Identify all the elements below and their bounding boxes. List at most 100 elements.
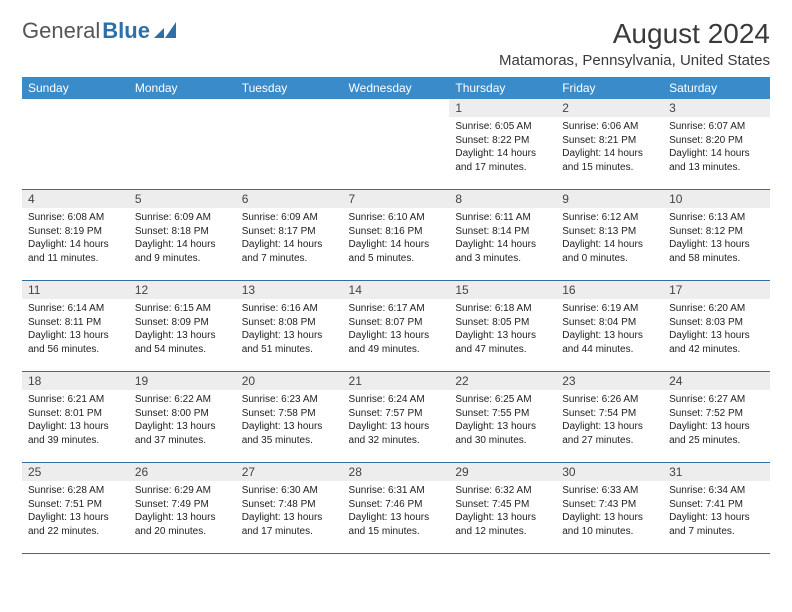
day-body: Sunrise: 6:28 AMSunset: 7:51 PMDaylight:… (22, 481, 129, 544)
day-number: 19 (129, 372, 236, 390)
day-body: Sunrise: 6:10 AMSunset: 8:16 PMDaylight:… (343, 208, 450, 271)
day-body: Sunrise: 6:26 AMSunset: 7:54 PMDaylight:… (556, 390, 663, 453)
day-body: Sunrise: 6:12 AMSunset: 8:13 PMDaylight:… (556, 208, 663, 271)
sunrise-line: Sunrise: 6:20 AM (669, 302, 764, 316)
sunrise-line: Sunrise: 6:27 AM (669, 393, 764, 407)
sunset-line: Sunset: 7:57 PM (349, 407, 444, 421)
day-number: 23 (556, 372, 663, 390)
day-number: 6 (236, 190, 343, 208)
daylight-line: Daylight: 13 hours and 32 minutes. (349, 420, 444, 447)
calendar-cell: 15Sunrise: 6:18 AMSunset: 8:05 PMDayligh… (449, 281, 556, 372)
day-body: Sunrise: 6:22 AMSunset: 8:00 PMDaylight:… (129, 390, 236, 453)
sunset-line: Sunset: 7:58 PM (242, 407, 337, 421)
day-header: Tuesday (236, 77, 343, 99)
day-body: Sunrise: 6:09 AMSunset: 8:17 PMDaylight:… (236, 208, 343, 271)
header-bar: GeneralBlue August 2024 Matamoras, Penns… (22, 18, 770, 69)
daylight-line: Daylight: 14 hours and 11 minutes. (28, 238, 123, 265)
sunrise-line: Sunrise: 6:31 AM (349, 484, 444, 498)
day-body: Sunrise: 6:18 AMSunset: 8:05 PMDaylight:… (449, 299, 556, 362)
day-number: 22 (449, 372, 556, 390)
daylight-line: Daylight: 13 hours and 51 minutes. (242, 329, 337, 356)
calendar-cell: 20Sunrise: 6:23 AMSunset: 7:58 PMDayligh… (236, 372, 343, 463)
day-number: 11 (22, 281, 129, 299)
sunset-line: Sunset: 8:09 PM (135, 316, 230, 330)
daylight-line: Daylight: 13 hours and 17 minutes. (242, 511, 337, 538)
sunrise-line: Sunrise: 6:08 AM (28, 211, 123, 225)
brand-mark-icon (154, 18, 176, 44)
sunset-line: Sunset: 7:41 PM (669, 498, 764, 512)
calendar-body: 1Sunrise: 6:05 AMSunset: 8:22 PMDaylight… (22, 99, 770, 554)
day-number: 26 (129, 463, 236, 481)
calendar-cell: 10Sunrise: 6:13 AMSunset: 8:12 PMDayligh… (663, 190, 770, 281)
day-body: Sunrise: 6:17 AMSunset: 8:07 PMDaylight:… (343, 299, 450, 362)
daylight-line: Daylight: 13 hours and 30 minutes. (455, 420, 550, 447)
day-number: 30 (556, 463, 663, 481)
daylight-line: Daylight: 13 hours and 15 minutes. (349, 511, 444, 538)
daylight-line: Daylight: 13 hours and 10 minutes. (562, 511, 657, 538)
sunset-line: Sunset: 8:16 PM (349, 225, 444, 239)
calendar-cell: 21Sunrise: 6:24 AMSunset: 7:57 PMDayligh… (343, 372, 450, 463)
calendar-cell: 11Sunrise: 6:14 AMSunset: 8:11 PMDayligh… (22, 281, 129, 372)
sunrise-line: Sunrise: 6:23 AM (242, 393, 337, 407)
day-number: 28 (343, 463, 450, 481)
daylight-line: Daylight: 14 hours and 5 minutes. (349, 238, 444, 265)
location-line: Matamoras, Pennsylvania, United States (499, 52, 770, 69)
brand-logo: GeneralBlue (22, 18, 176, 44)
day-number: 10 (663, 190, 770, 208)
day-body: Sunrise: 6:31 AMSunset: 7:46 PMDaylight:… (343, 481, 450, 544)
day-number: 1 (449, 99, 556, 117)
day-number: 25 (22, 463, 129, 481)
calendar-cell: 28Sunrise: 6:31 AMSunset: 7:46 PMDayligh… (343, 463, 450, 554)
day-number: 21 (343, 372, 450, 390)
day-header: Saturday (663, 77, 770, 99)
day-number: 5 (129, 190, 236, 208)
sunrise-line: Sunrise: 6:34 AM (669, 484, 764, 498)
sunrise-line: Sunrise: 6:25 AM (455, 393, 550, 407)
sunrise-line: Sunrise: 6:18 AM (455, 302, 550, 316)
sunrise-line: Sunrise: 6:11 AM (455, 211, 550, 225)
title-block: August 2024 Matamoras, Pennsylvania, Uni… (499, 18, 770, 69)
day-number: 8 (449, 190, 556, 208)
sunset-line: Sunset: 7:43 PM (562, 498, 657, 512)
daylight-line: Daylight: 13 hours and 49 minutes. (349, 329, 444, 356)
day-body: Sunrise: 6:21 AMSunset: 8:01 PMDaylight:… (22, 390, 129, 453)
day-header-row: Sunday Monday Tuesday Wednesday Thursday… (22, 77, 770, 99)
day-body: Sunrise: 6:34 AMSunset: 7:41 PMDaylight:… (663, 481, 770, 544)
day-header: Wednesday (343, 77, 450, 99)
calendar-cell: 18Sunrise: 6:21 AMSunset: 8:01 PMDayligh… (22, 372, 129, 463)
daylight-line: Daylight: 14 hours and 7 minutes. (242, 238, 337, 265)
calendar-row: 4Sunrise: 6:08 AMSunset: 8:19 PMDaylight… (22, 190, 770, 281)
calendar-cell: 23Sunrise: 6:26 AMSunset: 7:54 PMDayligh… (556, 372, 663, 463)
calendar-cell: 13Sunrise: 6:16 AMSunset: 8:08 PMDayligh… (236, 281, 343, 372)
calendar-cell: 29Sunrise: 6:32 AMSunset: 7:45 PMDayligh… (449, 463, 556, 554)
sunset-line: Sunset: 8:22 PM (455, 134, 550, 148)
sunset-line: Sunset: 8:12 PM (669, 225, 764, 239)
calendar-cell: 3Sunrise: 6:07 AMSunset: 8:20 PMDaylight… (663, 99, 770, 190)
calendar-cell: 22Sunrise: 6:25 AMSunset: 7:55 PMDayligh… (449, 372, 556, 463)
sunset-line: Sunset: 8:21 PM (562, 134, 657, 148)
day-body: Sunrise: 6:33 AMSunset: 7:43 PMDaylight:… (556, 481, 663, 544)
daylight-line: Daylight: 14 hours and 0 minutes. (562, 238, 657, 265)
calendar-cell: 31Sunrise: 6:34 AMSunset: 7:41 PMDayligh… (663, 463, 770, 554)
day-body: Sunrise: 6:14 AMSunset: 8:11 PMDaylight:… (22, 299, 129, 362)
calendar-row: 1Sunrise: 6:05 AMSunset: 8:22 PMDaylight… (22, 99, 770, 190)
sunrise-line: Sunrise: 6:26 AM (562, 393, 657, 407)
day-number: 31 (663, 463, 770, 481)
daylight-line: Daylight: 14 hours and 17 minutes. (455, 147, 550, 174)
daylight-line: Daylight: 14 hours and 9 minutes. (135, 238, 230, 265)
sunset-line: Sunset: 8:04 PM (562, 316, 657, 330)
month-title: August 2024 (499, 18, 770, 50)
day-number: 18 (22, 372, 129, 390)
daylight-line: Daylight: 13 hours and 56 minutes. (28, 329, 123, 356)
day-header: Monday (129, 77, 236, 99)
daylight-line: Daylight: 13 hours and 12 minutes. (455, 511, 550, 538)
calendar-cell: 2Sunrise: 6:06 AMSunset: 8:21 PMDaylight… (556, 99, 663, 190)
sunset-line: Sunset: 8:14 PM (455, 225, 550, 239)
calendar-cell: 24Sunrise: 6:27 AMSunset: 7:52 PMDayligh… (663, 372, 770, 463)
day-number: 20 (236, 372, 343, 390)
sunset-line: Sunset: 7:49 PM (135, 498, 230, 512)
calendar-cell: 17Sunrise: 6:20 AMSunset: 8:03 PMDayligh… (663, 281, 770, 372)
day-body: Sunrise: 6:08 AMSunset: 8:19 PMDaylight:… (22, 208, 129, 271)
sunrise-line: Sunrise: 6:15 AM (135, 302, 230, 316)
sunrise-line: Sunrise: 6:10 AM (349, 211, 444, 225)
